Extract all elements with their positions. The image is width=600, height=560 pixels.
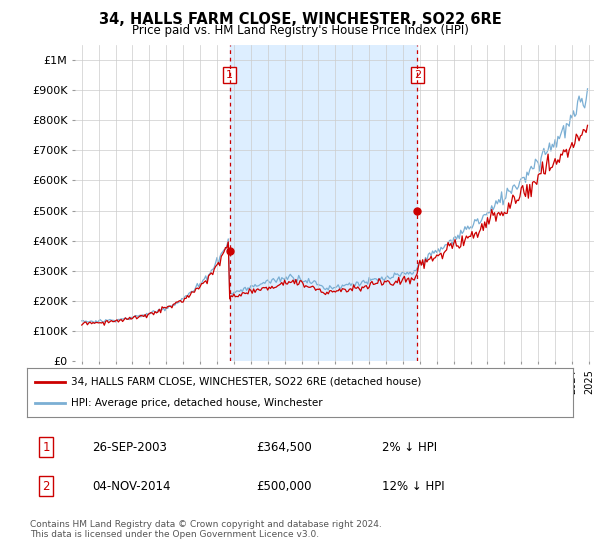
Text: £500,000: £500,000 <box>256 480 312 493</box>
Text: 1: 1 <box>43 441 50 454</box>
Text: Price paid vs. HM Land Registry's House Price Index (HPI): Price paid vs. HM Land Registry's House … <box>131 24 469 37</box>
Text: 1: 1 <box>226 70 233 80</box>
Text: 26-SEP-2003: 26-SEP-2003 <box>92 441 167 454</box>
Text: £364,500: £364,500 <box>256 441 312 454</box>
Text: 2: 2 <box>414 70 421 80</box>
Text: 2% ↓ HPI: 2% ↓ HPI <box>382 441 437 454</box>
Text: 2: 2 <box>43 480 50 493</box>
Text: 12% ↓ HPI: 12% ↓ HPI <box>382 480 445 493</box>
Bar <box>230 45 418 361</box>
Text: 04-NOV-2014: 04-NOV-2014 <box>92 480 171 493</box>
Text: HPI: Average price, detached house, Winchester: HPI: Average price, detached house, Winc… <box>71 398 322 408</box>
Text: 34, HALLS FARM CLOSE, WINCHESTER, SO22 6RE (detached house): 34, HALLS FARM CLOSE, WINCHESTER, SO22 6… <box>71 377 421 387</box>
Text: 34, HALLS FARM CLOSE, WINCHESTER, SO22 6RE: 34, HALLS FARM CLOSE, WINCHESTER, SO22 6… <box>98 12 502 27</box>
Text: Contains HM Land Registry data © Crown copyright and database right 2024.
This d: Contains HM Land Registry data © Crown c… <box>30 520 382 539</box>
